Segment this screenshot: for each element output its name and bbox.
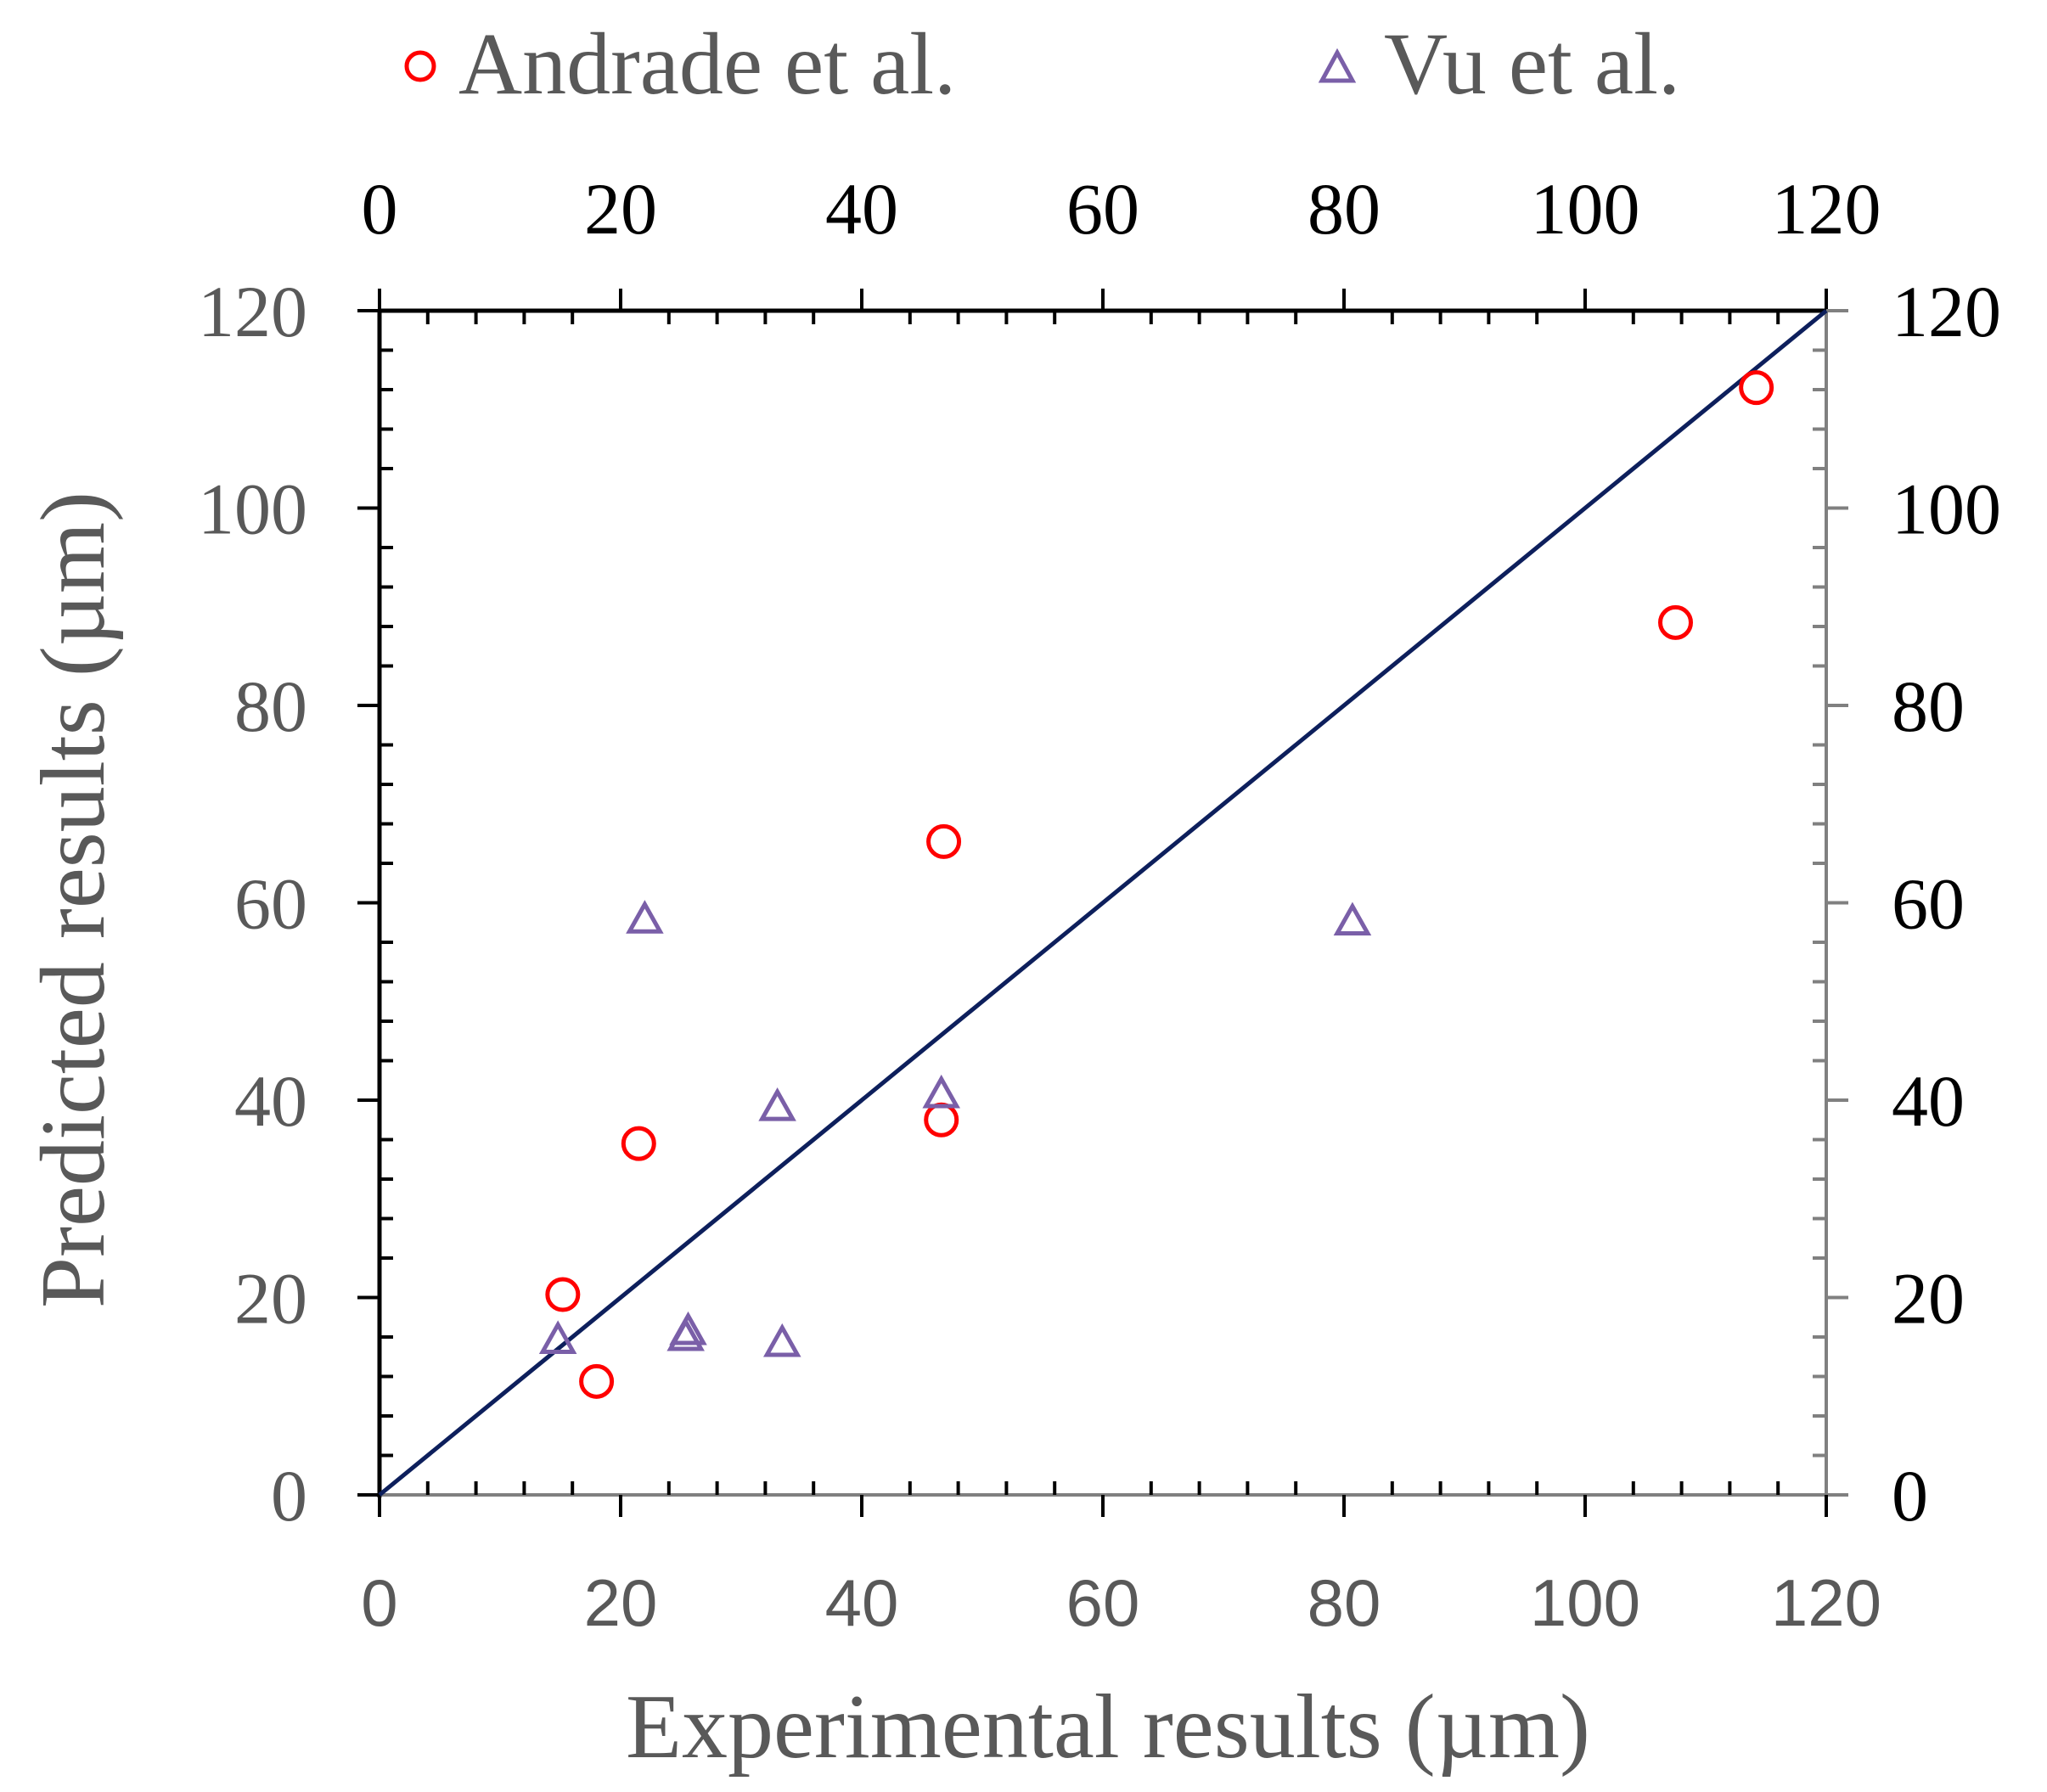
x-tick-label-top: 80 [1307, 168, 1381, 250]
data-point-triangle [922, 1074, 960, 1109]
x-tick-label-top: 120 [1772, 168, 1881, 250]
legend-marker-andrade [404, 50, 436, 82]
x-tick-label-bottom: 100 [1530, 1565, 1640, 1640]
y-tick-label-left: 60 [234, 863, 307, 945]
data-point-circle [924, 1102, 959, 1138]
legend-item-vu: Vu et al. [1318, 15, 1680, 113]
reference-line [378, 309, 1828, 1497]
y-tick-label-left: 120 [198, 271, 307, 352]
data-point-triangle [758, 1087, 796, 1121]
y-tick-label-left: 0 [271, 1455, 307, 1536]
data-point-circle [545, 1277, 581, 1312]
data-point-triangle [1333, 902, 1372, 936]
x-tick-label-top: 100 [1531, 168, 1640, 250]
x-tick-label-top: 60 [1066, 168, 1139, 250]
data-points [538, 370, 1774, 1399]
data-point-triangle [626, 900, 664, 934]
x-tick-label-top: 0 [362, 168, 398, 250]
x-tick-label-bottom: 20 [584, 1565, 658, 1640]
y-tick-label-left: 40 [234, 1060, 307, 1142]
y-tick-label-left: 20 [234, 1258, 307, 1340]
data-point-circle [926, 823, 962, 859]
x-tick-label-bottom: 0 [361, 1565, 397, 1640]
tick-marks [357, 289, 1848, 1517]
series-vu [538, 900, 1372, 1357]
data-point-circle [621, 1126, 656, 1161]
x-axis-title: Experimental results (µm) [626, 1677, 1590, 1778]
data-point-triangle [538, 1320, 577, 1354]
x-tick-label-top: 20 [584, 168, 657, 250]
y-tick-label-right: 60 [1892, 863, 1965, 945]
y-axis-title: Predicted results (µm) [23, 492, 124, 1308]
y-tick-label-right: 80 [1892, 666, 1965, 747]
series-andrade [545, 370, 1774, 1399]
y-tick-label-right: 40 [1892, 1060, 1965, 1142]
reference-line-group [378, 309, 1828, 1497]
legend-label-andrade: Andrade et al. [458, 15, 956, 113]
legend: Andrade et al. Vu et al. [404, 15, 1680, 113]
data-point-circle [1658, 604, 1693, 640]
y-tick-label-left: 80 [234, 666, 307, 747]
data-point-triangle [669, 1311, 707, 1345]
y-tick-label-right: 100 [1892, 469, 2001, 550]
data-point-triangle [763, 1323, 801, 1357]
legend-item-andrade: Andrade et al. [404, 15, 956, 113]
x-tick-label-bottom: 60 [1066, 1565, 1140, 1640]
x-tick-label-bottom: 80 [1307, 1565, 1381, 1640]
y-tick-label-right: 20 [1892, 1258, 1965, 1340]
legend-label-vu: Vu et al. [1384, 15, 1680, 113]
data-point-circle [1739, 370, 1774, 406]
y-tick-label-right: 0 [1892, 1455, 1928, 1536]
legend-marker-vu [1318, 48, 1357, 83]
x-tick-label-bottom: 40 [825, 1565, 899, 1640]
x-tick-label-top: 40 [825, 168, 898, 250]
y-tick-label-right: 120 [1892, 271, 2001, 352]
data-point-circle [579, 1363, 615, 1399]
y-tick-label-left: 100 [198, 469, 307, 550]
x-tick-label-bottom: 120 [1771, 1565, 1881, 1640]
